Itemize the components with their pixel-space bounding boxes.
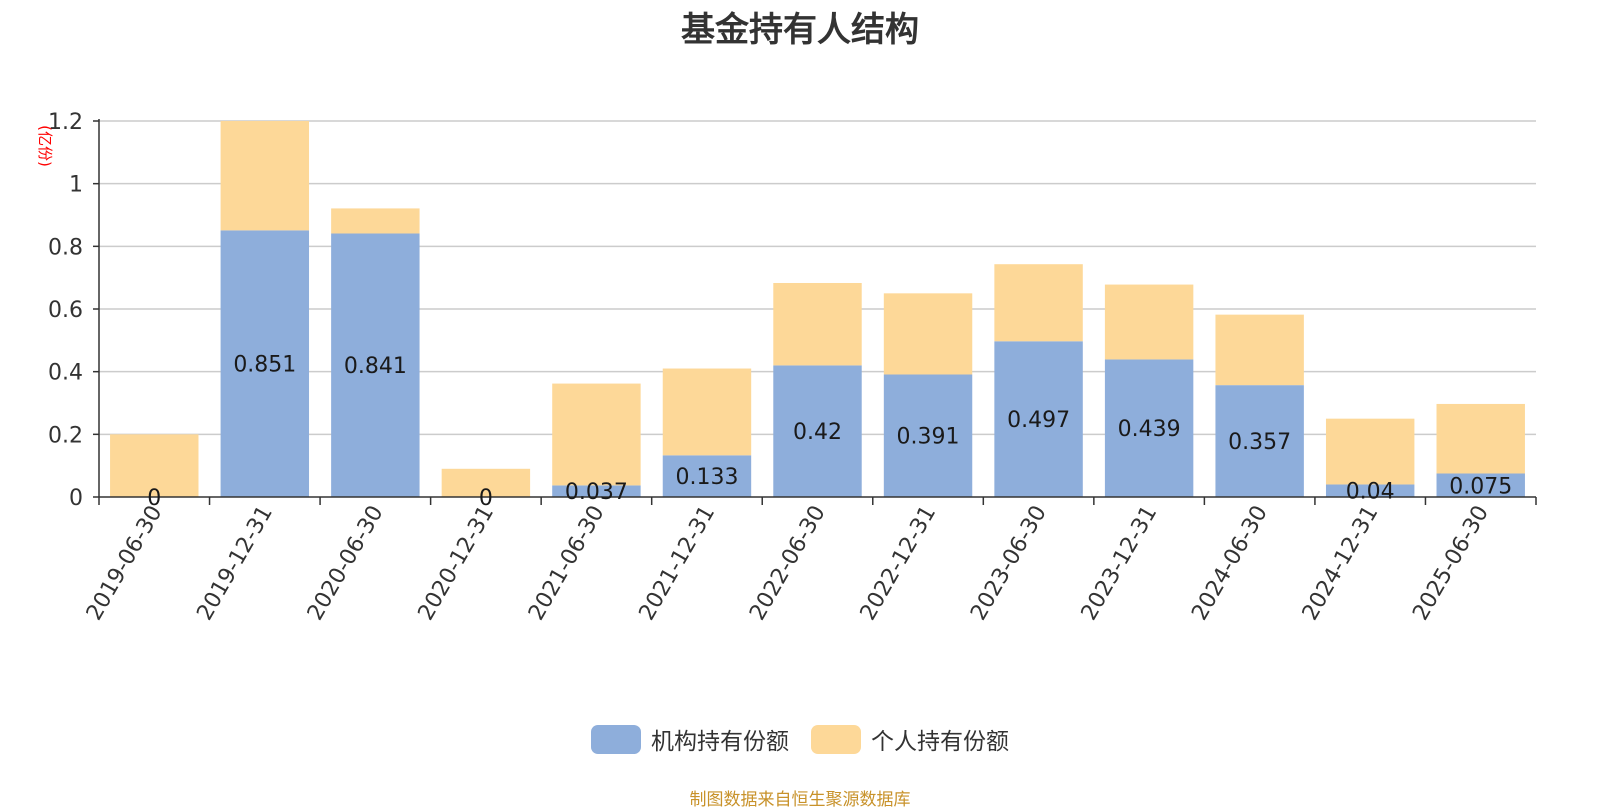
bar-institutional[interactable] — [994, 341, 1083, 497]
x-tick-label: 2019-06-30 — [82, 502, 168, 625]
bar-individual[interactable] — [220, 121, 310, 231]
x-tick-label: 2020-12-31 — [414, 502, 500, 625]
data-label: 0.439 — [1118, 417, 1181, 442]
y-tick-label: 0.8 — [48, 235, 83, 260]
x-tick-label: 2023-06-30 — [966, 502, 1052, 625]
bar-individual[interactable] — [441, 468, 531, 497]
chart-title: 基金持有人结构 — [681, 10, 919, 50]
data-label: 0.075 — [1449, 474, 1512, 499]
bar-individual[interactable] — [883, 293, 973, 375]
data-label: 0.04 — [1346, 480, 1395, 505]
x-tick-label: 2019-12-31 — [192, 502, 278, 625]
y-tick-label: 1.2 — [48, 110, 83, 135]
bar-institutional[interactable] — [883, 374, 973, 497]
data-label: 0.133 — [675, 465, 738, 490]
data-label: 0.037 — [565, 480, 628, 505]
y-tick-label: 0.2 — [48, 423, 83, 448]
bar-individual[interactable] — [1215, 314, 1304, 386]
data-label: 0.851 — [233, 353, 296, 378]
legend-item-institutional[interactable]: 机构持有份额 — [591, 722, 789, 756]
bar-individual[interactable] — [110, 434, 199, 497]
bar-institutional[interactable] — [220, 230, 310, 497]
bar-institutional[interactable] — [1215, 385, 1304, 497]
bar-institutional[interactable] — [662, 455, 752, 497]
x-tick-label: 2021-12-31 — [635, 502, 721, 625]
bar-institutional[interactable] — [1104, 359, 1194, 497]
bar-individual[interactable] — [662, 368, 752, 456]
bar-institutional[interactable] — [552, 485, 641, 497]
data-label: 0.497 — [1007, 408, 1070, 433]
bar-individual[interactable] — [552, 383, 641, 486]
data-label: 0 — [479, 486, 493, 511]
bar-individual[interactable] — [1325, 418, 1415, 485]
bar-institutional[interactable] — [331, 233, 420, 497]
data-label: 0 — [147, 486, 161, 511]
y-axis-unit-label: (亿份) — [36, 125, 54, 167]
bar-individual[interactable] — [1436, 403, 1525, 474]
x-tick-label: 2024-06-30 — [1187, 502, 1273, 625]
x-tick-label: 2025-06-30 — [1408, 502, 1494, 625]
bar-individual[interactable] — [331, 208, 420, 234]
x-tick-label: 2022-06-30 — [745, 502, 831, 625]
bar-individual[interactable] — [773, 282, 862, 366]
legend-item-individual[interactable]: 个人持有份额 — [811, 722, 1009, 756]
bar-institutional[interactable] — [773, 365, 862, 497]
legend-label-individual: 个人持有份额 — [871, 729, 1009, 755]
data-label: 0.42 — [793, 420, 842, 445]
data-labels: 0 0.851 0.841 0 0.037 0.133 0.42 0.391 0.497 0.43… — [147, 353, 1512, 511]
x-tick-label: 2024-12-31 — [1298, 502, 1384, 625]
legend-swatch-institutional — [591, 724, 641, 754]
y-tick-label: 1 — [69, 173, 83, 198]
legend-swatch-individual — [811, 724, 861, 754]
x-tick-label: 2021-06-30 — [524, 502, 610, 625]
x-tick-label: 2023-12-31 — [1077, 502, 1163, 625]
bars — [110, 121, 1525, 497]
data-label: 0.841 — [344, 354, 407, 379]
x-tick-label: 2022-12-31 — [856, 502, 942, 625]
bar-institutional[interactable] — [1325, 484, 1415, 497]
y-tick-label: 0.4 — [48, 361, 83, 386]
bar-individual[interactable] — [994, 264, 1083, 342]
y-tick-label: 0 — [69, 486, 83, 511]
data-label: 0.391 — [897, 425, 960, 450]
data-label: 0.357 — [1228, 430, 1291, 455]
source-note: 制图数据来自恒生聚源数据库 — [689, 790, 911, 810]
bar-individual[interactable] — [1104, 284, 1194, 360]
y-tick-label: 0.6 — [48, 298, 83, 323]
x-tick-label: 2020-06-30 — [303, 502, 389, 625]
legend: 机构持有份额 个人持有份额 — [0, 722, 1600, 756]
bar-institutional[interactable] — [1436, 473, 1525, 498]
legend-label-institutional: 机构持有份额 — [651, 729, 789, 755]
